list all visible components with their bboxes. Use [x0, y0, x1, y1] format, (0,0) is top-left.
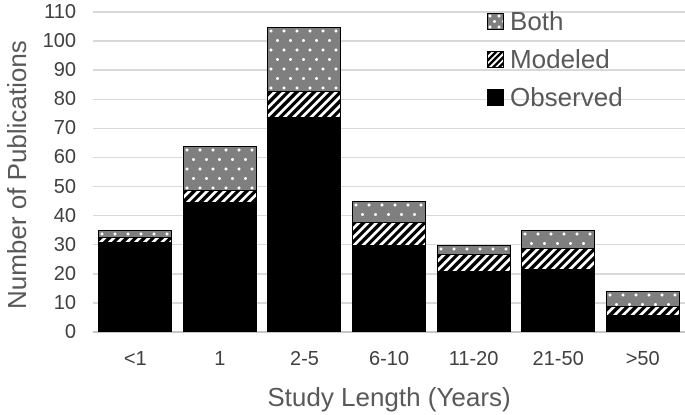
legend-swatch-observed-icon	[487, 88, 504, 106]
y-tick-label: 80	[53, 88, 76, 111]
gridline	[93, 40, 685, 42]
plot-area	[93, 11, 685, 333]
bar-segment-both	[98, 230, 173, 238]
legend-label: Modeled	[510, 44, 610, 74]
y-tick-label: 60	[53, 146, 76, 169]
bar-segment-observed	[436, 270, 511, 332]
bar-segment-observed	[98, 241, 173, 332]
bar-segment-both	[182, 145, 257, 191]
bar-segment-both	[436, 244, 511, 255]
y-tick-label: 30	[53, 233, 76, 256]
legend: Both Modeled Observed	[487, 6, 623, 120]
bar-segment-both	[521, 230, 596, 250]
y-tick-label: 110	[44, 1, 76, 23]
bar-segment-modeled	[605, 305, 680, 317]
y-tick-label: 50	[53, 175, 76, 198]
x-tick-label: 2-5	[289, 348, 319, 370]
bar-segment-observed	[605, 314, 680, 332]
gridline	[93, 98, 685, 101]
x-tick-label: 11-20	[448, 348, 499, 370]
x-axis-line	[93, 331, 685, 333]
legend-item-observed: Observed	[487, 82, 623, 112]
bar-segment-both	[605, 291, 680, 308]
x-axis-title: Study Length (Years)	[267, 382, 511, 412]
legend-label: Both	[510, 6, 564, 36]
legend-item-both: Both	[487, 6, 623, 36]
bar-segment-both	[267, 26, 342, 93]
gridline	[93, 127, 685, 130]
bar-segment-modeled	[352, 221, 426, 247]
bar-segment-observed	[521, 268, 596, 332]
bar-segment-modeled	[436, 253, 511, 273]
y-tick-label: 40	[53, 204, 76, 227]
legend-swatch-modeled-icon	[487, 50, 504, 68]
y-tick-label: 10	[53, 291, 76, 314]
bar-segment-modeled	[521, 247, 596, 270]
gridline	[93, 69, 685, 71]
y-tick-label: 0	[64, 321, 76, 343]
gridline	[93, 11, 685, 13]
x-tick-label: <1	[123, 348, 147, 370]
gridline	[93, 185, 685, 188]
legend-label: Observed	[510, 82, 623, 112]
bar-segment-observed	[352, 244, 426, 332]
bar-segment-modeled	[182, 189, 257, 203]
x-tick-label: 6-10	[368, 348, 409, 370]
x-tick-label: 1	[214, 348, 226, 370]
bar-segment-modeled	[267, 90, 342, 119]
gridline	[93, 156, 685, 159]
bar-segment-both	[352, 201, 426, 223]
y-tick-label: 70	[53, 117, 76, 140]
y-tick-label: 100	[42, 30, 76, 53]
y-tick-label: 90	[53, 59, 76, 82]
legend-swatch-both-icon	[487, 12, 504, 30]
bar-segment-observed	[182, 201, 257, 332]
x-tick-label: 21-50	[532, 348, 584, 370]
y-tick-label: 20	[53, 262, 76, 285]
legend-item-modeled: Modeled	[487, 44, 623, 74]
x-tick-label: >50	[625, 348, 660, 370]
bar-segment-observed	[267, 116, 342, 332]
